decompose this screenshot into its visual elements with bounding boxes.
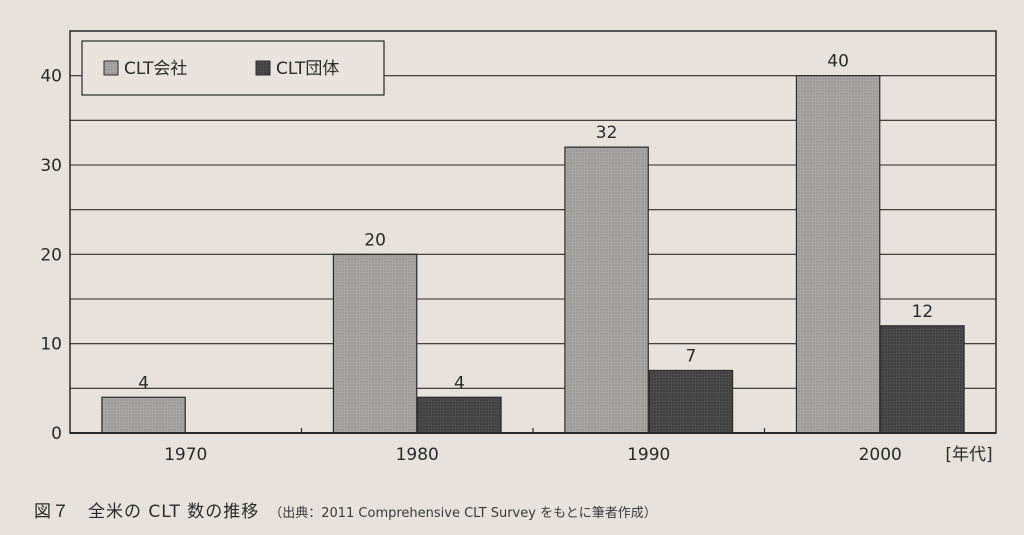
- value-label: 7: [686, 346, 697, 366]
- value-label: 40: [827, 52, 849, 72]
- x-tick-label: 1990: [627, 445, 670, 465]
- bar-1990-series-1: [648, 369, 734, 434]
- bar-1980-series-1: [417, 396, 502, 434]
- value-labels: 4 20 32 40 4 7 12: [138, 52, 933, 394]
- y-tick-label: 30: [40, 156, 62, 176]
- bar-2000-series-0: [795, 75, 881, 434]
- legend-swatch-clt-company: [103, 60, 119, 76]
- x-tick-label: 1970: [164, 445, 207, 465]
- legend-label-clt-organization: CLT団体: [276, 59, 339, 79]
- y-tick-label: 20: [40, 245, 62, 265]
- bar-1990-series-0: [564, 146, 649, 434]
- figure-caption: 図７ 全米の CLT 数の推移 （出典：2011 Comprehensive CLT…: [34, 497, 657, 522]
- value-label: 20: [364, 230, 386, 250]
- legend-swatch-clt-organization: [255, 60, 271, 76]
- value-label: 12: [912, 302, 934, 322]
- legend-label-clt-company: CLT会社: [124, 59, 187, 79]
- legend-box: [81, 40, 385, 96]
- legend: CLT会社 CLT団体: [81, 40, 385, 96]
- figure-number: 図７: [34, 502, 70, 522]
- bar-1970-series-0: [101, 396, 186, 434]
- y-tick-label: 10: [40, 335, 62, 355]
- y-tick-label: 40: [40, 67, 62, 87]
- bars: [101, 75, 965, 434]
- bar-2000-series-1: [880, 325, 965, 434]
- value-label: 32: [596, 123, 618, 143]
- x-axis-ticks: 1970 1980 1990 2000: [164, 428, 902, 465]
- figure-title: 全米の CLT 数の推移: [88, 502, 260, 522]
- bar-1980-series-0: [332, 253, 418, 434]
- x-tick-label: 2000: [859, 445, 902, 465]
- x-axis-unit: [年代]: [945, 445, 992, 465]
- y-tick-label: 0: [51, 424, 62, 444]
- value-label: 4: [454, 373, 465, 393]
- x-tick-label: 1980: [396, 445, 439, 465]
- figure-source: （出典：2011 Comprehensive CLT Survey をもとに筆者…: [269, 506, 657, 521]
- y-axis-ticks: 0 10 20 30 40: [40, 67, 62, 444]
- value-label: 4: [138, 373, 149, 393]
